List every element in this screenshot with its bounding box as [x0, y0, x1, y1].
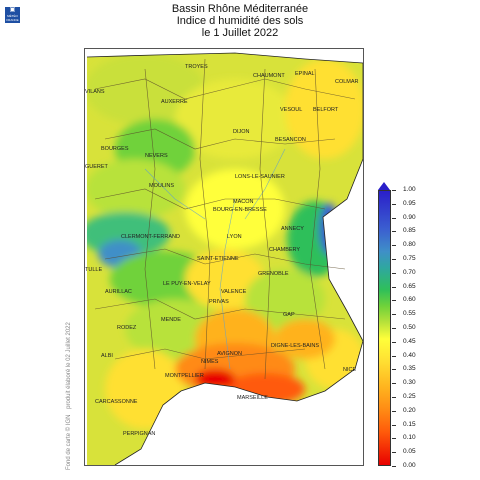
colorbar-tick — [392, 217, 396, 219]
colorbar-label: 0.95 — [403, 199, 416, 207]
colorbar-tick — [392, 245, 396, 247]
place-besancon: BESANCON — [275, 137, 306, 143]
produit-text: produit élaboré le 02 Juillet 2022 — [66, 322, 72, 409]
place-gueret: GUERET — [85, 164, 108, 170]
place-mende: MENDE — [161, 317, 181, 323]
place-marseille: MARSEILLE — [237, 395, 268, 401]
colorbar-label: 0.55 — [403, 310, 416, 318]
place-chambery: CHAMBERY — [269, 247, 301, 253]
colorbar-tick — [392, 190, 396, 191]
place-gap: GAP — [283, 312, 295, 318]
colorbar-label: 0.45 — [403, 337, 416, 345]
title-line-1: Bassin Rhône Méditerranée — [171, 3, 309, 15]
place-chaumont: CHAUMONT — [253, 73, 285, 79]
map-canvas — [85, 49, 363, 465]
place-nimes: NIMES — [201, 359, 219, 365]
place-nice: NICE — [343, 367, 357, 373]
colorbar-tick — [392, 231, 396, 233]
colorbar-label: 0.35 — [403, 365, 416, 373]
colorbar-tick — [392, 438, 396, 440]
place-annecy: ANNECY — [281, 226, 304, 232]
colorbar-tick — [392, 424, 396, 426]
title-line-2: Indice d humidité des sols — [176, 15, 304, 27]
place-valence: VALENCE — [221, 289, 247, 295]
colorbar-label: 0.30 — [403, 379, 416, 387]
place-moulins: MOULINS — [149, 183, 175, 189]
place-aurillac: AURILLAC — [105, 289, 132, 295]
side-text: Fond de carte © IGN produit élaboré le 0… — [66, 318, 72, 470]
colorbar-label: 0.75 — [403, 255, 416, 262]
colorbar-label: 0.25 — [403, 393, 416, 400]
place-privas: PRIVAS — [209, 299, 229, 305]
place-montpellier: MONTPELLIER — [165, 373, 204, 379]
colorbar-tick — [392, 452, 396, 454]
place-colmar: COLMAR — [335, 79, 359, 85]
logo-text: MÉTÉO FRANCE — [6, 14, 19, 22]
place-grenoble: GRENOBLE — [258, 271, 289, 277]
colorbar-tick — [392, 259, 396, 260]
place-vesoul: VESOUL — [280, 107, 303, 113]
colorbar-label: 1.00 — [403, 186, 416, 193]
soil-moisture-map: TROYES CHAUMONT EPINAL COLMAR VILANS AUX… — [84, 48, 364, 466]
colorbar-tick — [392, 410, 396, 412]
place-belfort: BELFORT — [313, 107, 339, 113]
place-lons-le-saunier: LONS-LE-SAUNIER — [235, 174, 285, 180]
place-tulle: TULLE — [85, 267, 103, 273]
place-clermont-ferrand: CLERMONT-FERRAND — [121, 234, 180, 240]
fond-de-carte-text: Fond de carte © IGN — [66, 414, 72, 470]
place-bourges: BOURGES — [101, 146, 129, 152]
place-auxerre: AUXERRE — [161, 99, 188, 105]
colorbar-label: 0.40 — [403, 351, 416, 359]
colorbar-label: 0.10 — [403, 434, 416, 442]
place-nevers: NEVERS — [145, 153, 168, 159]
place-le-puy-en-velay: LE PUY-EN-VELAY — [163, 281, 211, 287]
place-epinal: EPINAL — [295, 71, 315, 77]
colorbar — [378, 190, 391, 466]
colorbar-label: 0.05 — [403, 448, 416, 456]
colorbar-tick — [392, 286, 396, 288]
logo: ▣ MÉTÉO FRANCE — [5, 7, 20, 23]
place-carcassonne: CARCASSONNE — [95, 399, 138, 405]
place-troyes: TROYES — [185, 64, 208, 70]
place-perpignan: PERPIGNAN — [123, 431, 156, 437]
place-dijon: DIJON — [233, 129, 250, 135]
place-saint-etienne: SAINT-ETIENNE — [197, 256, 239, 262]
place-lyon: LYON — [227, 234, 242, 240]
colorbar-tick — [392, 383, 396, 385]
place-macon: MACON — [233, 199, 254, 205]
place-bourg-en-bresse: BOURG-EN-BRESSE — [213, 207, 267, 213]
colorbar-tick — [392, 466, 396, 467]
colorbar-label: 0.50 — [403, 324, 416, 331]
colorbar-arrow-icon — [378, 182, 390, 190]
colorbar-label: 0.00 — [403, 462, 416, 469]
place-rodez: RODEZ — [117, 325, 137, 331]
colorbar-tick — [392, 328, 396, 329]
colorbar-tick — [392, 314, 396, 316]
colorbar-label: 0.65 — [403, 282, 416, 290]
title-line-3: le 1 Juillet 2022 — [201, 27, 279, 39]
colorbar-label: 0.15 — [403, 420, 416, 428]
place-albi: ALBI — [101, 353, 113, 359]
colorbar-tick — [392, 300, 396, 302]
colorbar-tick — [392, 203, 396, 205]
colorbar-tick — [392, 272, 396, 274]
colorbar-tick — [392, 355, 396, 357]
colorbar-label: 0.60 — [403, 296, 416, 304]
colorbar-label: 0.90 — [403, 213, 416, 221]
colorbar-tick — [392, 341, 396, 343]
colorbar-label: 0.85 — [403, 227, 416, 235]
meteo-france-logo-icon: ▣ — [9, 7, 16, 13]
place-vilans: VILANS — [85, 89, 105, 95]
colorbar-tick — [392, 397, 396, 398]
colorbar-label: 0.80 — [403, 241, 416, 249]
place-avignon: AVIGNON — [217, 351, 242, 357]
place-digne-les-bains: DIGNE-LES-BAINS — [271, 343, 319, 349]
colorbar-label: 0.20 — [403, 406, 416, 414]
colorbar-tick — [392, 369, 396, 371]
colorbar-label: 0.70 — [403, 268, 416, 276]
